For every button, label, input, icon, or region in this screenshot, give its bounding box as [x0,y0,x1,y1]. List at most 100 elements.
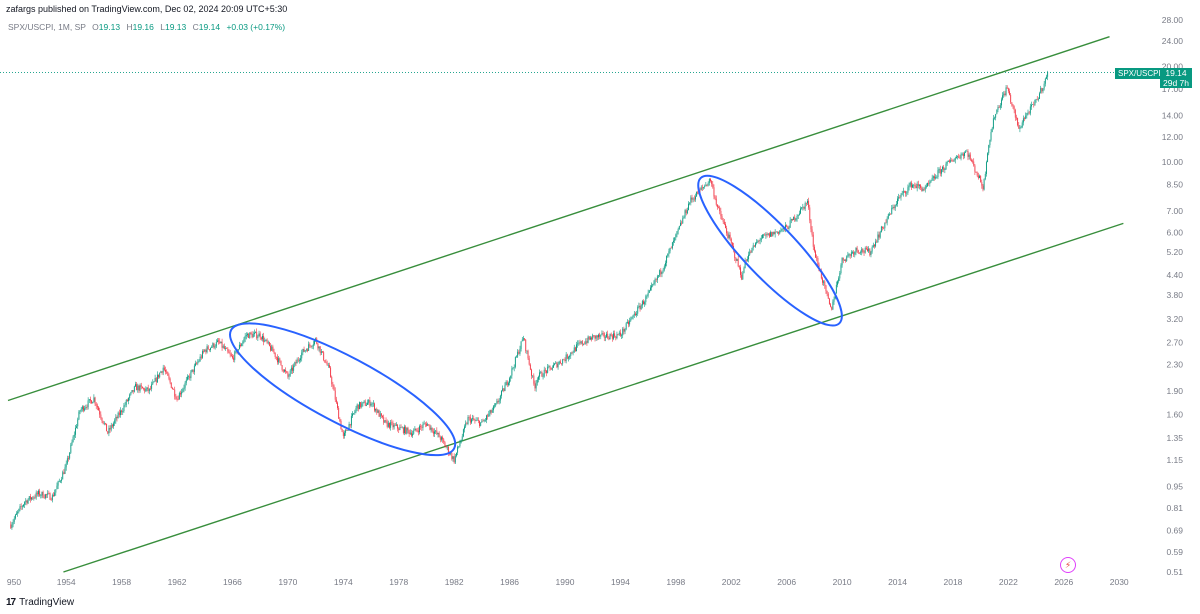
candle-body [746,259,748,261]
candle-body [708,178,710,183]
candle-body [103,423,105,424]
candle-body [256,331,258,339]
candle-body [118,412,120,416]
candle-body [504,385,506,392]
candle-body [473,418,475,421]
candle-body [245,335,247,337]
candle-body [852,252,853,253]
candle-body [170,382,172,389]
candle-body [767,233,769,235]
candle-body [801,207,803,209]
candle-body [35,492,37,498]
candle-body [204,349,206,352]
candle-body [725,224,726,229]
candle-body [700,187,702,190]
candle-body [270,345,272,351]
candle-body [87,400,89,408]
candle-body [1027,112,1029,114]
candle-body [492,406,494,411]
candle-body [61,479,63,481]
candle-body [721,216,723,220]
candle-body [1028,112,1030,114]
candle-body [468,417,470,418]
candle-body [339,418,341,421]
candle-body [241,344,243,347]
candle-body [1013,106,1015,110]
candle-body [601,333,603,335]
candle-body [387,422,389,427]
candle-body [1009,91,1010,95]
candle-body [234,351,236,360]
candle-body [498,400,500,403]
symbol-legend[interactable]: SPX/USCPI, 1M, SP O19.13 H19.16 L19.13 C… [8,22,285,32]
candle-body [379,413,381,417]
x-tick-label: 2030 [1110,577,1129,587]
candle-body [191,369,193,372]
candle-body [878,234,880,238]
candle-body [870,251,872,256]
candle-body [296,359,298,364]
candle-body [85,407,87,409]
candle-body [781,228,783,231]
candle-body [539,372,541,377]
candle-body [699,189,701,191]
candle-body [957,156,959,158]
candle-body [796,216,798,219]
candle-body [915,186,917,189]
candle-body [150,388,151,390]
candle-body [431,427,433,432]
candle-body [525,339,527,352]
candle-body [543,369,545,377]
candle-body [77,419,79,427]
candle-body [12,521,14,525]
candle-body [832,301,834,310]
candle-body [92,401,94,404]
y-tick-label: 0.95 [1166,481,1183,491]
candle-body [588,336,590,340]
candle-body [765,234,767,236]
candle-body [824,281,826,286]
candle-body [446,446,448,448]
candle-body [794,216,796,221]
candle-body [177,398,179,400]
candle-body [130,392,132,395]
symbol-badge: SPX/USCPI [1115,68,1164,79]
candle-body [544,369,546,371]
candle-body [111,425,113,427]
candle-body [476,420,478,421]
candle-body [757,240,759,242]
candle-body [674,237,676,241]
lightning-bolt-icon[interactable]: ⚡ [1060,557,1076,573]
candle-body [576,344,577,352]
candle-body [946,161,948,164]
y-tick-label: 3.20 [1166,314,1183,324]
ellipse-annotation-2 [697,174,843,327]
candle-body [812,234,814,247]
candle-body [937,170,939,178]
candle-body [367,402,369,405]
candle-body [507,382,509,386]
candle-body [283,369,285,372]
candle-body [117,412,119,419]
candle-body [147,387,149,392]
candle-body [169,378,171,383]
candle-body [737,259,739,267]
candle-body [890,213,892,215]
candle-body [472,418,474,420]
candle-body [113,423,114,427]
candle-body [1040,88,1042,94]
candle-body [623,328,625,332]
candle-body [195,363,196,366]
tradingview-footer[interactable]: 17 TradingView [6,597,74,608]
y-tick-label: 2.30 [1166,359,1183,369]
candle-body [952,161,954,162]
candle-body [69,452,71,459]
candle-body [955,156,957,158]
candle-body [54,492,56,497]
x-axis[interactable]: 950 1954 1958 1962 1966 1970 1974 1978 1982 1986 1… [7,577,1129,587]
candle-body [990,132,992,140]
x-tick-label: 1998 [666,577,685,587]
candle-body [175,396,177,399]
y-axis[interactable]: 28.00 24.00 20.00 17.00 14.00 12.00 10.00 8.50 7… [1162,15,1184,577]
